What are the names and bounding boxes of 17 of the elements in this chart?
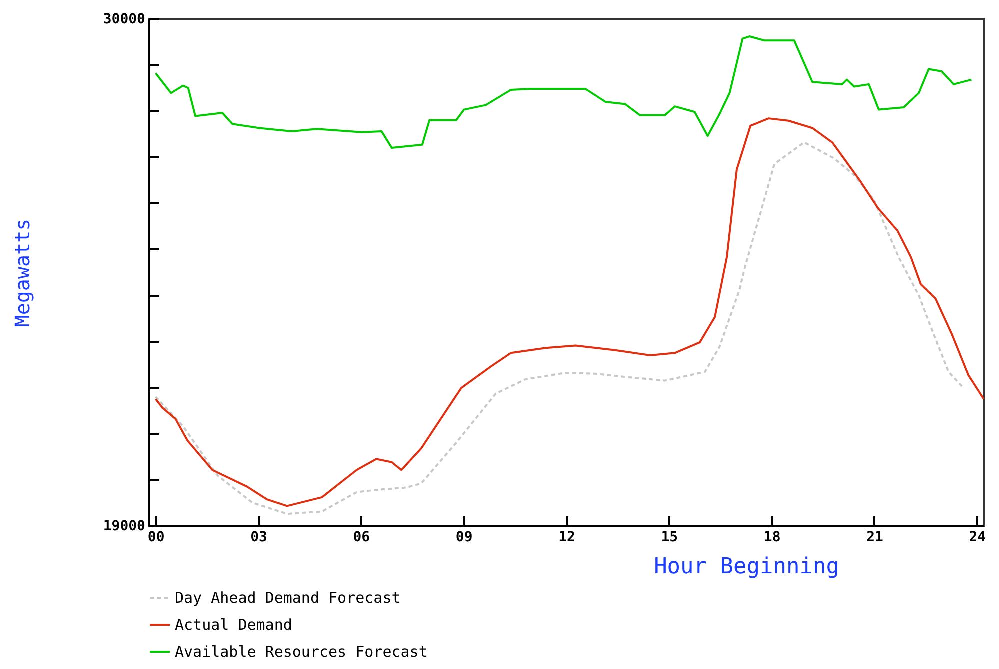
x-tick-label: 18 [764,530,781,546]
x-tick-label: 03 [250,530,268,546]
legend-label: Available Resources Forecast [175,643,428,661]
y-tick-label: 30000 [103,12,146,28]
x-tick-label: 15 [661,530,678,546]
legend-label: Actual Demand [175,616,292,634]
x-tick-label: 06 [353,530,370,546]
y-tick-label: 19000 [103,518,146,534]
x-tick-label: 21 [866,530,884,546]
x-tick-label: 12 [558,530,576,546]
x-tick-label: 00 [148,530,165,546]
x-tick-label: 24 [969,530,986,546]
y-axis-title: Megawatts [10,218,34,328]
line-series [154,36,973,150]
x-tick-label: 09 [456,530,473,546]
legend-label: Day Ahead Demand Forecast [175,589,401,607]
x-axis-title: Hour Beginning [654,554,840,580]
